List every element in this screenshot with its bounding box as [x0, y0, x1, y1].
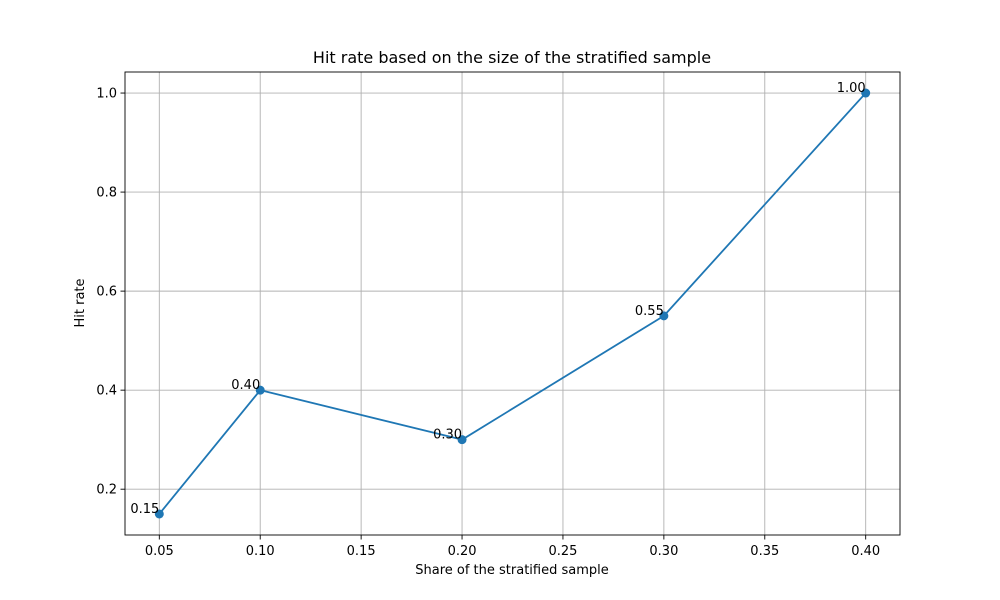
data-labels: 0.15 0.40 0.30 0.55 1.00 [130, 81, 865, 517]
x-tick-label: 0.05 [145, 544, 174, 559]
data-point [659, 311, 669, 321]
x-tick-label: 0.30 [649, 544, 678, 559]
data-label: 0.55 [635, 304, 664, 319]
x-tick-label: 0.20 [448, 544, 477, 559]
x-tick-label: 0.25 [548, 544, 577, 559]
data-point [255, 385, 265, 395]
y-tick-label: 0.2 [96, 483, 117, 498]
data-label: 0.30 [433, 428, 462, 443]
x-tick-label: 0.10 [246, 544, 275, 559]
grid [125, 72, 900, 535]
data-point [861, 88, 871, 98]
y-tick-label: 0.8 [96, 186, 117, 201]
y-tick-label: 0.4 [96, 384, 117, 399]
x-axis-label: Share of the stratified sample [415, 563, 609, 578]
y-tick-label: 0.6 [96, 285, 117, 300]
axes: 0.05 0.10 0.15 0.20 0.25 0.30 0.35 0.40 0.2 0.4 0.… [96, 71, 901, 559]
data-label: 1.00 [837, 81, 866, 96]
data-label: 0.40 [231, 378, 260, 393]
data-label: 0.15 [130, 502, 159, 517]
x-tick-label: 0.15 [347, 544, 376, 559]
y-axis-label: Hit rate [73, 278, 88, 327]
plot-frame [124, 71, 901, 536]
series [154, 88, 871, 519]
y-tick-label: 1.0 [96, 87, 117, 102]
x-tick-label: 0.40 [851, 544, 880, 559]
x-tick-label: 0.35 [750, 544, 779, 559]
data-point [154, 509, 164, 519]
data-point [457, 435, 467, 445]
chart-title: Hit rate based on the size of the strati… [313, 48, 711, 67]
